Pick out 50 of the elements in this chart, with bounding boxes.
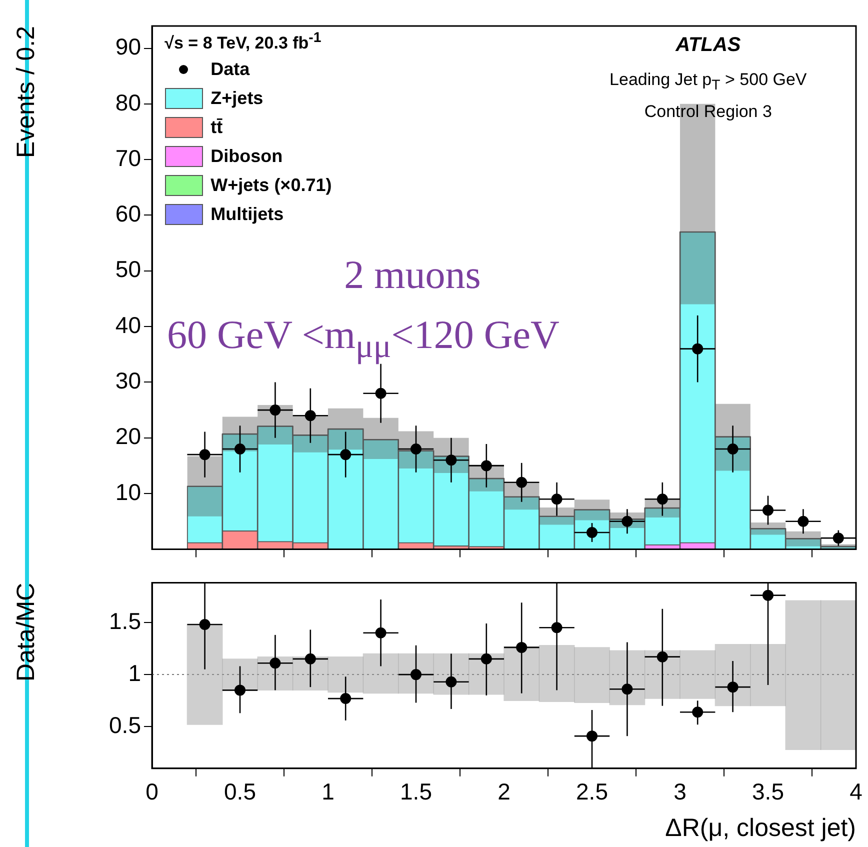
y-tick-label: 90 [115,34,141,60]
x-tick-label: 1 [322,778,334,805]
x-axis-title: ΔR(μ, closest jet) [665,814,856,842]
bar [468,653,504,695]
x-tick-label: 1.5 [400,778,432,805]
bar [186,624,223,725]
bar [504,646,540,701]
bar [644,650,680,699]
y-tick-label: 1 [128,660,141,686]
legend-label: tt̄ [210,116,223,138]
x-tick-label: 0.5 [224,778,256,805]
y-tick-label: 70 [115,144,141,171]
annotation: 60 GeV <m$_{μμ}$<120 GeV [167,311,560,366]
y-tick-label: 0.5 [109,712,141,738]
bar [820,600,856,750]
annotation: ATLAS [676,34,741,58]
bar [574,647,610,704]
annotation: √s = 8 TeV, 20.3 fb$^{-1}$ [164,30,322,54]
x-tick-label: 3 [674,778,686,805]
y-tick-label: 1.5 [109,608,141,634]
bar [328,656,364,693]
bar [222,658,258,691]
x-tick-label: 4 [850,778,863,805]
bar [538,645,575,702]
y-tick-label: 60 [115,200,141,227]
y-axis-title: Events / 0.2 [12,26,40,158]
y-tick-label: 10 [115,478,141,505]
bar [714,644,751,706]
x-tick-label: 2.5 [576,778,608,805]
legend-label: W+jets (×0.71) [210,174,332,196]
legend-label: Data [210,58,250,80]
bar [680,650,716,699]
y-tick-label: 30 [115,368,141,394]
bar [785,600,822,750]
x-tick-label: 0 [146,778,158,805]
annotation: Control Region 3 [644,102,772,122]
annotation: 2 muons [344,250,481,298]
annotation: Leading Jet p$_{T}$ > 500 GeV [610,70,807,94]
y-tick-label: 50 [115,256,141,282]
legend-label: Multijets [210,204,284,225]
y-tick-label: 20 [115,423,141,450]
legend-label: Z+jets [210,88,264,109]
y-tick-label: 80 [115,89,141,116]
bar [750,644,786,706]
y-tick-label: 40 [115,312,141,338]
y-axis-title: Data/MC [12,582,40,682]
bar [362,653,399,694]
x-tick-label: 3.5 [752,778,784,805]
legend-label: Diboson [210,146,283,167]
x-tick-label: 2 [498,778,510,805]
